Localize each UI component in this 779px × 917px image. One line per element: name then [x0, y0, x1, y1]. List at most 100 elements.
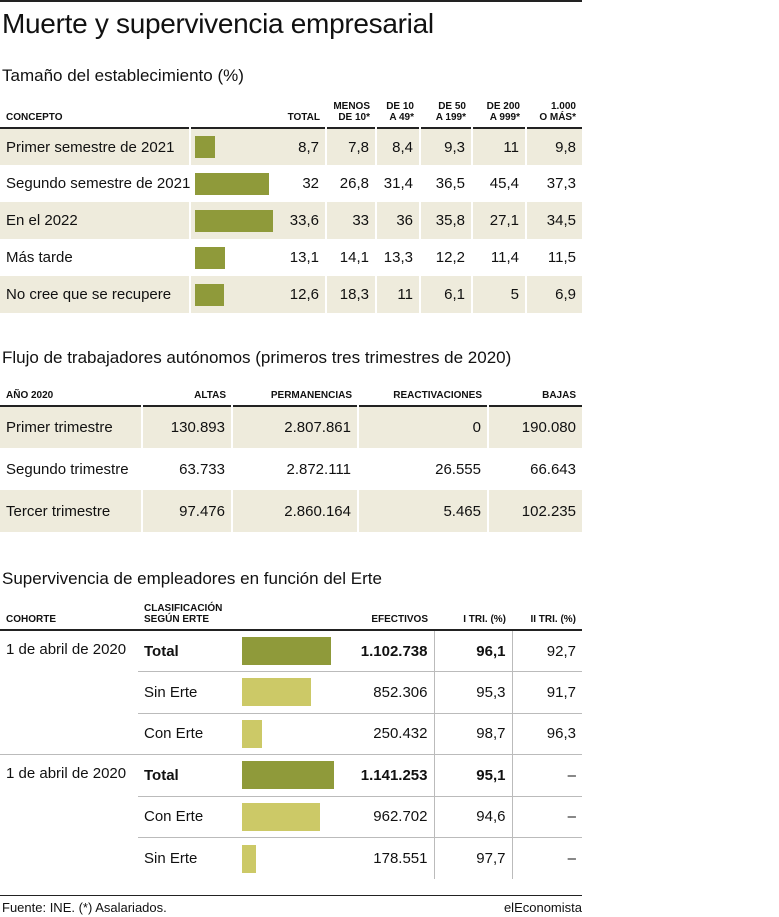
source-note: Fuente: INE. (*) Asalariados. — [2, 900, 167, 915]
size-value-5: 11,5 — [525, 239, 582, 276]
header-ii-tri: II TRI. (%) — [530, 614, 576, 625]
header-i-tri: I TRI. (%) — [463, 614, 506, 625]
header-efectivos: EFECTIVOS — [371, 614, 428, 625]
value-2: 2.860.164 — [231, 490, 358, 532]
value-4: 190.080 — [487, 406, 582, 448]
header-size-4: DE 200 A 999* — [486, 101, 520, 123]
size-value-5: 34,5 — [525, 202, 582, 239]
table-row: Más tarde 13,1 14,1 13,3 12,2 11,4 11,5 — [0, 239, 582, 276]
ii-tri-value: 91,7 — [511, 671, 582, 714]
row-label: Primer semestre de 2021 — [0, 128, 190, 165]
table-row: Segundo semestre de 2021 32 26,8 31,4 36,5 45… — [0, 165, 582, 202]
header-concepto: CONCEPTO — [6, 112, 63, 123]
total-bar-cell — [189, 202, 280, 239]
total-value: 8,7 — [280, 128, 326, 165]
effectives-value: 178.551 — [373, 850, 428, 867]
table3-title: Supervivencia de empleadores en función … — [2, 569, 382, 588]
employer-survival-table: COHORTE CLASIFICACIÓN SEGÚN ERTE EFECTIVOS I… — [0, 596, 582, 879]
header-col-2: PERMANENCIAS — [270, 390, 352, 401]
header-cohorte: COHORTE — [6, 614, 56, 625]
size-value-3: 9,3 — [419, 128, 472, 165]
bottom-rule — [0, 895, 582, 896]
table-row: Primer trimestre 130.893 2.807.861 0 190.080 — [0, 406, 582, 448]
size-value-1: 26,8 — [325, 165, 376, 202]
classification-label: Con Erte — [138, 796, 238, 838]
ii-tri-value: – — [511, 754, 582, 797]
table-row: Tercer trimestre 97.476 2.860.164 5.465 102.… — [0, 490, 582, 532]
size-value-5: 6,9 — [525, 276, 582, 313]
value-4: 102.235 — [487, 490, 582, 532]
effectives-bar — [242, 637, 331, 665]
value-3: 26.555 — [357, 448, 488, 490]
size-value-5: 37,3 — [525, 165, 582, 202]
ii-tri-value: – — [511, 837, 582, 879]
total-bar-cell — [189, 276, 280, 313]
classification-label: Con Erte — [138, 713, 238, 755]
cohort-label: 1 de abril de 2020 — [0, 630, 138, 755]
table-row: Primer semestre de 2021 8,7 7,8 8,4 9,3 11 9,8 — [0, 128, 582, 165]
size-value-3: 36,5 — [419, 165, 472, 202]
effectives-value: 250.432 — [340, 713, 434, 755]
size-value-4: 45,4 — [471, 165, 526, 202]
classification-label: Sin Erte — [144, 850, 198, 867]
classification-label: Total — [138, 630, 238, 672]
effectives-value: 962.702 — [340, 796, 434, 838]
table-row: Con Erte 962.702 94,6– — [0, 796, 582, 838]
value-2: 2.807.861 — [231, 406, 358, 448]
value-1: 130.893 — [141, 406, 232, 448]
total-bar — [195, 283, 225, 306]
i-tri-value: 95,1 — [433, 754, 512, 797]
size-value-1: 14,1 — [325, 239, 376, 276]
table-row: Sin Erte 852.306 95,3 91,7 — [0, 671, 582, 714]
size-value-1: 7,8 — [325, 128, 376, 165]
effectives-value: 1.102.738 — [340, 630, 434, 672]
header-size-5: 1.000 O MÁS* — [539, 101, 576, 123]
row-label: Segundo trimestre — [6, 460, 129, 478]
total-value: 12,6 — [280, 276, 326, 313]
value-3: 0 — [357, 406, 488, 448]
size-value-2: 8,4 — [375, 128, 420, 165]
size-value-2: 36 — [375, 202, 420, 239]
classification-label: Total — [138, 754, 238, 797]
effectives-bar — [242, 719, 263, 748]
total-bar-cell — [189, 128, 280, 165]
header-size-1: MENOS DE 10* — [333, 101, 370, 123]
effectives-bar-cell — [238, 838, 340, 880]
total-bar — [195, 209, 273, 232]
effectives-bar — [242, 678, 311, 707]
total-bar-cell — [189, 239, 280, 276]
size-value-1: 18,3 — [325, 276, 376, 313]
table-row: 1 de abril de 2020 Total 1.141.253 95,1– — [0, 754, 582, 797]
effectives-bar-cell — [238, 754, 340, 797]
brand-logo: elEconomista — [503, 900, 582, 915]
effectives-bar — [242, 802, 320, 831]
header-size-3: DE 50 A 199* — [435, 101, 466, 123]
table2-title: Flujo de trabajadores autónomos (primero… — [2, 348, 512, 367]
value-2: 2.872.111 — [231, 448, 358, 490]
value-1: 97.476 — [141, 490, 232, 532]
page-title: Muerte y supervivencia empresarial — [2, 8, 434, 39]
total-value: 32 — [302, 175, 319, 192]
total-bar-cell — [189, 165, 280, 202]
effectives-value: 1.141.253 — [340, 754, 434, 797]
size-value-4: 11,4 — [471, 239, 526, 276]
size-value-4: 5 — [471, 276, 526, 313]
table-row: Sin Erte 178.551 97,7– — [0, 837, 582, 880]
row-label: Primer trimestre — [0, 406, 142, 448]
row-label: Segundo semestre de 2021 — [6, 175, 191, 192]
header-size-2: DE 10 A 49* — [386, 101, 414, 123]
value-1: 63.733 — [141, 448, 232, 490]
effectives-bar — [242, 761, 334, 790]
row-label: Tercer trimestre — [0, 490, 142, 532]
total-value: 33,6 — [280, 202, 326, 239]
top-rule — [0, 0, 582, 2]
i-tri-value: 94,6 — [433, 796, 512, 838]
total-bar — [195, 172, 270, 195]
row-label: Más tarde — [6, 249, 73, 266]
effectives-value: 852.306 — [340, 671, 434, 714]
total-value: 13,1 — [289, 249, 319, 266]
header-col-1: ALTAS — [194, 390, 226, 401]
size-value-2: 13,3 — [375, 239, 420, 276]
ii-tri-value: 96,3 — [511, 713, 582, 755]
size-value-2: 11 — [375, 276, 420, 313]
